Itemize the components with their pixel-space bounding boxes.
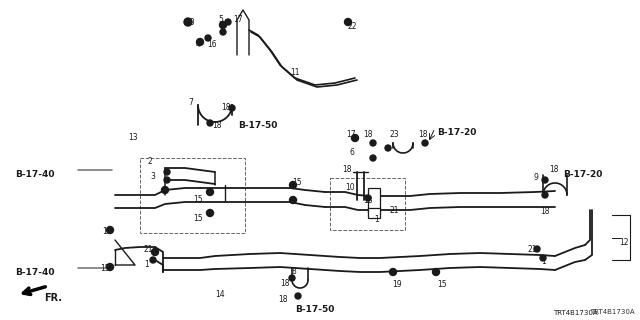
Text: B-17-40: B-17-40 [15,268,54,277]
Text: 18: 18 [418,130,428,139]
Circle shape [289,196,296,204]
Circle shape [196,38,204,45]
Circle shape [152,249,159,255]
Text: 21: 21 [143,245,152,254]
Text: 18: 18 [280,279,289,288]
Circle shape [351,134,358,141]
Circle shape [370,155,376,161]
Circle shape [385,145,391,151]
Text: B-17-40: B-17-40 [15,170,54,179]
Text: 8: 8 [292,267,297,276]
Circle shape [225,19,231,25]
Circle shape [161,187,168,194]
Text: 10: 10 [345,183,355,192]
Circle shape [220,29,226,35]
Bar [368,188,380,212]
Text: 15: 15 [292,178,301,187]
Text: B-17-50: B-17-50 [295,305,334,314]
Circle shape [106,263,113,270]
Circle shape [205,35,211,41]
Text: 20: 20 [185,18,195,27]
Text: 23: 23 [390,130,399,139]
Text: 15: 15 [100,264,109,273]
Text: 15: 15 [193,214,203,223]
Text: 5: 5 [218,15,223,24]
Text: 21: 21 [528,245,538,254]
Text: 4: 4 [196,40,201,49]
Circle shape [365,195,371,201]
Circle shape [207,188,214,196]
Text: 13: 13 [128,133,138,142]
Text: 15: 15 [437,280,447,289]
Circle shape [164,169,170,175]
Bar [368,208,380,218]
Text: 16: 16 [207,40,216,49]
Circle shape [220,21,227,28]
Circle shape [422,140,428,146]
Text: 18: 18 [540,207,550,216]
Text: B-17-20: B-17-20 [563,170,602,179]
Text: 17: 17 [233,15,243,24]
Circle shape [184,18,192,26]
Circle shape [534,246,540,252]
Circle shape [207,120,213,126]
Text: 18: 18 [363,196,372,205]
Circle shape [150,257,156,263]
Circle shape [390,268,397,276]
Circle shape [542,192,548,198]
Circle shape [207,210,214,217]
Text: 15: 15 [102,227,111,236]
Text: 21: 21 [390,206,399,215]
Text: FR.: FR. [44,293,62,303]
Text: 17: 17 [346,130,356,139]
Circle shape [295,293,301,299]
Text: 3: 3 [150,172,155,181]
Text: 12: 12 [619,238,628,247]
Circle shape [229,105,235,111]
Text: 14: 14 [215,290,225,299]
Bar [330,178,405,230]
Circle shape [164,177,170,183]
Circle shape [433,268,440,276]
Circle shape [542,177,548,183]
Text: 18: 18 [278,295,287,304]
Text: 18: 18 [342,165,351,174]
Text: 18: 18 [363,130,372,139]
Circle shape [540,255,546,261]
Text: 2: 2 [148,157,153,166]
Text: B-17-50: B-17-50 [238,121,277,130]
Circle shape [289,275,295,281]
Text: 6: 6 [349,148,354,157]
Text: 1: 1 [541,257,546,266]
Text: 18: 18 [549,165,559,174]
Text: TRT4B1730A: TRT4B1730A [553,310,598,316]
Text: 1: 1 [374,215,379,224]
Bar [140,158,245,233]
Text: 15: 15 [193,195,203,204]
Circle shape [289,181,296,188]
Circle shape [370,140,376,146]
Text: TRT4B1730A: TRT4B1730A [590,309,635,315]
Circle shape [106,227,113,234]
Text: 18: 18 [212,121,221,130]
Text: 18: 18 [221,103,230,112]
Text: 19: 19 [392,280,402,289]
Text: 11: 11 [290,68,300,77]
Text: 1: 1 [144,260,148,269]
Circle shape [344,19,351,26]
Text: 9: 9 [533,173,538,182]
Text: 22: 22 [348,22,358,31]
Text: B-17-20: B-17-20 [437,128,476,137]
Text: 7: 7 [188,98,193,107]
